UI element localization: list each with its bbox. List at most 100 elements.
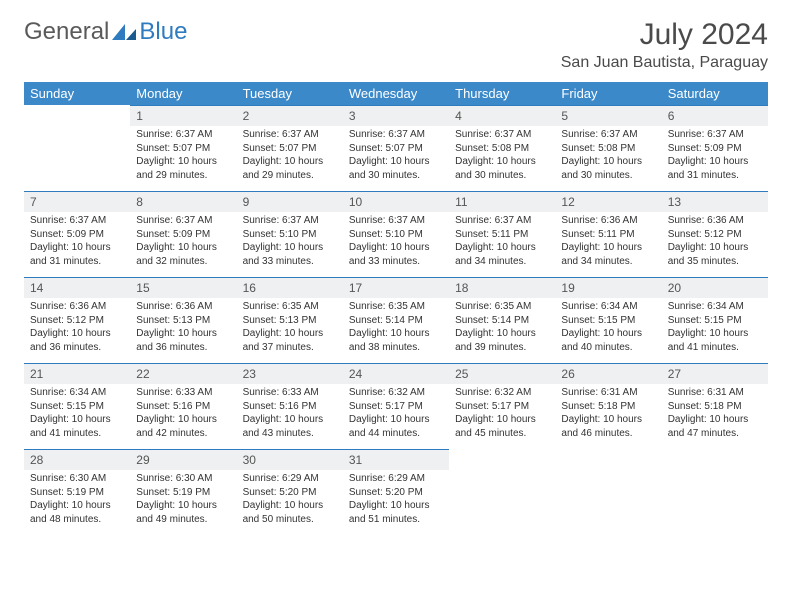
day-body: Sunrise: 6:29 AMSunset: 5:20 PMDaylight:… bbox=[343, 470, 449, 530]
calendar-cell: 19Sunrise: 6:34 AMSunset: 5:15 PMDayligh… bbox=[555, 277, 661, 363]
day-number: 3 bbox=[343, 105, 449, 126]
day-body: Sunrise: 6:37 AMSunset: 5:11 PMDaylight:… bbox=[449, 212, 555, 272]
day-number: 15 bbox=[130, 277, 236, 298]
weekday-header: Sunday bbox=[24, 82, 130, 105]
calendar-cell: 13Sunrise: 6:36 AMSunset: 5:12 PMDayligh… bbox=[662, 191, 768, 277]
day-body: Sunrise: 6:31 AMSunset: 5:18 PMDaylight:… bbox=[555, 384, 661, 444]
day-number: 28 bbox=[24, 449, 130, 470]
day-number: 1 bbox=[130, 105, 236, 126]
calendar-cell: 1Sunrise: 6:37 AMSunset: 5:07 PMDaylight… bbox=[130, 105, 236, 191]
calendar-cell: 27Sunrise: 6:31 AMSunset: 5:18 PMDayligh… bbox=[662, 363, 768, 449]
day-body: Sunrise: 6:35 AMSunset: 5:14 PMDaylight:… bbox=[343, 298, 449, 358]
day-body: Sunrise: 6:36 AMSunset: 5:13 PMDaylight:… bbox=[130, 298, 236, 358]
weekday-header: Thursday bbox=[449, 82, 555, 105]
calendar-cell: 11Sunrise: 6:37 AMSunset: 5:11 PMDayligh… bbox=[449, 191, 555, 277]
location: San Juan Bautista, Paraguay bbox=[561, 54, 768, 72]
logo-text-blue: Blue bbox=[139, 18, 187, 46]
day-number: 14 bbox=[24, 277, 130, 298]
day-body: Sunrise: 6:37 AMSunset: 5:07 PMDaylight:… bbox=[343, 126, 449, 186]
day-number: 30 bbox=[237, 449, 343, 470]
day-number: 10 bbox=[343, 191, 449, 212]
day-body: Sunrise: 6:37 AMSunset: 5:08 PMDaylight:… bbox=[555, 126, 661, 186]
page-title: July 2024 bbox=[561, 18, 768, 52]
day-number: 19 bbox=[555, 277, 661, 298]
calendar-cell: 24Sunrise: 6:32 AMSunset: 5:17 PMDayligh… bbox=[343, 363, 449, 449]
weekday-header: Friday bbox=[555, 82, 661, 105]
calendar-cell: 16Sunrise: 6:35 AMSunset: 5:13 PMDayligh… bbox=[237, 277, 343, 363]
day-number: 25 bbox=[449, 363, 555, 384]
day-body: Sunrise: 6:34 AMSunset: 5:15 PMDaylight:… bbox=[662, 298, 768, 358]
day-body: Sunrise: 6:37 AMSunset: 5:08 PMDaylight:… bbox=[449, 126, 555, 186]
day-body: Sunrise: 6:33 AMSunset: 5:16 PMDaylight:… bbox=[237, 384, 343, 444]
day-number: 29 bbox=[130, 449, 236, 470]
calendar-row: 28Sunrise: 6:30 AMSunset: 5:19 PMDayligh… bbox=[24, 449, 768, 535]
day-body: Sunrise: 6:37 AMSunset: 5:10 PMDaylight:… bbox=[237, 212, 343, 272]
weekday-header: Monday bbox=[130, 82, 236, 105]
calendar-cell: 29Sunrise: 6:30 AMSunset: 5:19 PMDayligh… bbox=[130, 449, 236, 535]
day-body: Sunrise: 6:29 AMSunset: 5:20 PMDaylight:… bbox=[237, 470, 343, 530]
calendar-cell: 28Sunrise: 6:30 AMSunset: 5:19 PMDayligh… bbox=[24, 449, 130, 535]
day-number: 20 bbox=[662, 277, 768, 298]
calendar-cell: 8Sunrise: 6:37 AMSunset: 5:09 PMDaylight… bbox=[130, 191, 236, 277]
day-body: Sunrise: 6:37 AMSunset: 5:07 PMDaylight:… bbox=[130, 126, 236, 186]
calendar-cell: 20Sunrise: 6:34 AMSunset: 5:15 PMDayligh… bbox=[662, 277, 768, 363]
day-number: 27 bbox=[662, 363, 768, 384]
calendar-cell: 21Sunrise: 6:34 AMSunset: 5:15 PMDayligh… bbox=[24, 363, 130, 449]
day-body: Sunrise: 6:37 AMSunset: 5:09 PMDaylight:… bbox=[24, 212, 130, 272]
calendar-body: 1Sunrise: 6:37 AMSunset: 5:07 PMDaylight… bbox=[24, 105, 768, 535]
day-number: 18 bbox=[449, 277, 555, 298]
day-number: 24 bbox=[343, 363, 449, 384]
day-body: Sunrise: 6:36 AMSunset: 5:12 PMDaylight:… bbox=[24, 298, 130, 358]
day-number: 7 bbox=[24, 191, 130, 212]
day-body: Sunrise: 6:32 AMSunset: 5:17 PMDaylight:… bbox=[449, 384, 555, 444]
day-number: 8 bbox=[130, 191, 236, 212]
logo-mark-icon bbox=[111, 22, 137, 42]
day-body: Sunrise: 6:37 AMSunset: 5:10 PMDaylight:… bbox=[343, 212, 449, 272]
title-block: July 2024 San Juan Bautista, Paraguay bbox=[561, 18, 768, 72]
day-number: 4 bbox=[449, 105, 555, 126]
calendar-cell bbox=[24, 105, 130, 191]
day-body: Sunrise: 6:31 AMSunset: 5:18 PMDaylight:… bbox=[662, 384, 768, 444]
calendar-cell: 22Sunrise: 6:33 AMSunset: 5:16 PMDayligh… bbox=[130, 363, 236, 449]
calendar-cell: 26Sunrise: 6:31 AMSunset: 5:18 PMDayligh… bbox=[555, 363, 661, 449]
calendar-cell: 3Sunrise: 6:37 AMSunset: 5:07 PMDaylight… bbox=[343, 105, 449, 191]
day-number: 12 bbox=[555, 191, 661, 212]
calendar-cell: 15Sunrise: 6:36 AMSunset: 5:13 PMDayligh… bbox=[130, 277, 236, 363]
calendar-cell bbox=[662, 449, 768, 535]
calendar-row: 14Sunrise: 6:36 AMSunset: 5:12 PMDayligh… bbox=[24, 277, 768, 363]
weekday-header: Wednesday bbox=[343, 82, 449, 105]
weekday-header: Saturday bbox=[662, 82, 768, 105]
day-number: 21 bbox=[24, 363, 130, 384]
weekday-header: Tuesday bbox=[237, 82, 343, 105]
day-number: 31 bbox=[343, 449, 449, 470]
calendar-row: 1Sunrise: 6:37 AMSunset: 5:07 PMDaylight… bbox=[24, 105, 768, 191]
calendar-cell: 31Sunrise: 6:29 AMSunset: 5:20 PMDayligh… bbox=[343, 449, 449, 535]
calendar-row: 21Sunrise: 6:34 AMSunset: 5:15 PMDayligh… bbox=[24, 363, 768, 449]
calendar-cell: 25Sunrise: 6:32 AMSunset: 5:17 PMDayligh… bbox=[449, 363, 555, 449]
calendar-cell: 10Sunrise: 6:37 AMSunset: 5:10 PMDayligh… bbox=[343, 191, 449, 277]
day-number: 6 bbox=[662, 105, 768, 126]
day-body: Sunrise: 6:34 AMSunset: 5:15 PMDaylight:… bbox=[24, 384, 130, 444]
calendar-cell: 5Sunrise: 6:37 AMSunset: 5:08 PMDaylight… bbox=[555, 105, 661, 191]
calendar-cell bbox=[449, 449, 555, 535]
calendar-cell: 17Sunrise: 6:35 AMSunset: 5:14 PMDayligh… bbox=[343, 277, 449, 363]
calendar-head: SundayMondayTuesdayWednesdayThursdayFrid… bbox=[24, 82, 768, 105]
day-body: Sunrise: 6:35 AMSunset: 5:13 PMDaylight:… bbox=[237, 298, 343, 358]
logo: General Blue bbox=[24, 18, 187, 46]
day-body: Sunrise: 6:30 AMSunset: 5:19 PMDaylight:… bbox=[130, 470, 236, 530]
calendar-cell: 30Sunrise: 6:29 AMSunset: 5:20 PMDayligh… bbox=[237, 449, 343, 535]
day-number: 13 bbox=[662, 191, 768, 212]
logo-text-general: General bbox=[24, 18, 109, 46]
day-body: Sunrise: 6:36 AMSunset: 5:12 PMDaylight:… bbox=[662, 212, 768, 272]
day-number: 17 bbox=[343, 277, 449, 298]
day-number: 26 bbox=[555, 363, 661, 384]
day-number: 16 bbox=[237, 277, 343, 298]
day-body: Sunrise: 6:36 AMSunset: 5:11 PMDaylight:… bbox=[555, 212, 661, 272]
day-number: 11 bbox=[449, 191, 555, 212]
day-number: 23 bbox=[237, 363, 343, 384]
day-number: 2 bbox=[237, 105, 343, 126]
calendar-cell: 18Sunrise: 6:35 AMSunset: 5:14 PMDayligh… bbox=[449, 277, 555, 363]
calendar-table: SundayMondayTuesdayWednesdayThursdayFrid… bbox=[24, 82, 768, 535]
day-number: 5 bbox=[555, 105, 661, 126]
day-body: Sunrise: 6:37 AMSunset: 5:07 PMDaylight:… bbox=[237, 126, 343, 186]
